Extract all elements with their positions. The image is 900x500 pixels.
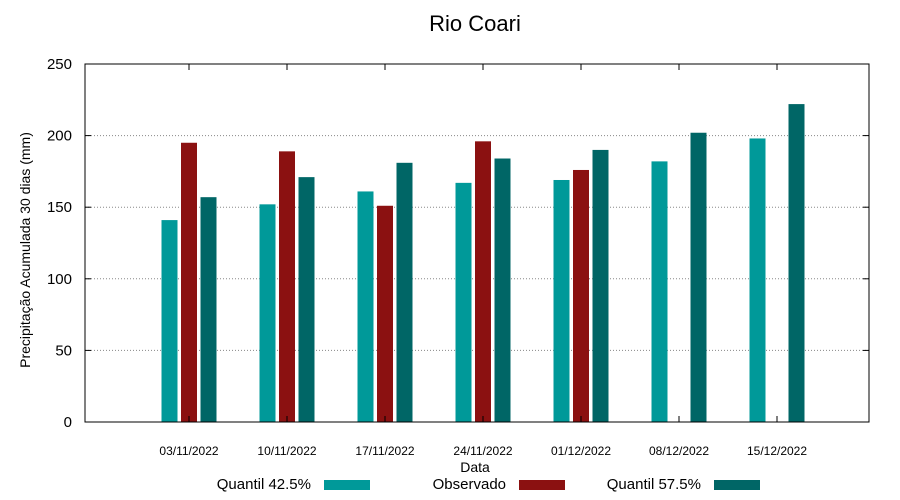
legend-entry-label: Quantil 42.5% [217, 476, 311, 493]
bar [377, 205, 393, 422]
bar [161, 220, 178, 422]
y-tick-label: 0 [64, 414, 72, 431]
y-axis-label: Precipitação Acumulada 30 dias (mm) [17, 132, 33, 368]
legend-swatch [324, 480, 370, 490]
legend: Quantil 42.5% Observado Quantil 57.5% [217, 476, 760, 493]
chart-title: Rio Coari [429, 11, 521, 36]
y-tick-label: 100 [47, 271, 72, 288]
legend-entry-label: Quantil 57.5% [607, 476, 701, 493]
x-tick-label: 10/11/2022 [257, 444, 316, 458]
bar [690, 132, 707, 422]
x-tick-label: 15/12/2022 [747, 444, 807, 458]
bar [279, 151, 295, 423]
plot-frame [84, 63, 870, 423]
y-tick-label: 200 [47, 128, 72, 145]
x-tick-label: 17/11/2022 [355, 444, 414, 458]
bar [592, 149, 609, 423]
bar [651, 161, 668, 422]
bar [396, 162, 413, 423]
x-tick-label: 03/11/2022 [159, 444, 218, 458]
bar [200, 197, 217, 422]
x-tick-label: 01/12/2022 [551, 444, 611, 458]
legend-swatch [519, 480, 565, 490]
legend-swatch [714, 480, 760, 490]
bar [298, 177, 315, 422]
legend-entry-label: Observado [433, 476, 506, 493]
bar [455, 182, 472, 422]
bar [475, 141, 491, 422]
bars [161, 104, 805, 423]
x-tick-label: 08/12/2022 [649, 444, 709, 458]
bar [259, 204, 276, 422]
bar [357, 191, 374, 422]
bar [788, 104, 805, 422]
bar [494, 158, 511, 422]
y-axis-ticks: 0 50 100 150 200 250 [47, 56, 869, 431]
x-axis-ticks: 03/11/2022 10/11/2022 17/11/2022 24/11/2022… [159, 64, 807, 458]
x-axis-label: Data [460, 459, 490, 475]
y-tick-label: 50 [55, 342, 72, 359]
y-tick-label: 150 [47, 199, 72, 216]
x-tick-label: 24/11/2022 [453, 444, 512, 458]
bar [553, 179, 570, 422]
bar [181, 142, 197, 422]
bar [749, 138, 766, 423]
bar [573, 169, 589, 422]
y-tick-label: 250 [47, 56, 72, 73]
